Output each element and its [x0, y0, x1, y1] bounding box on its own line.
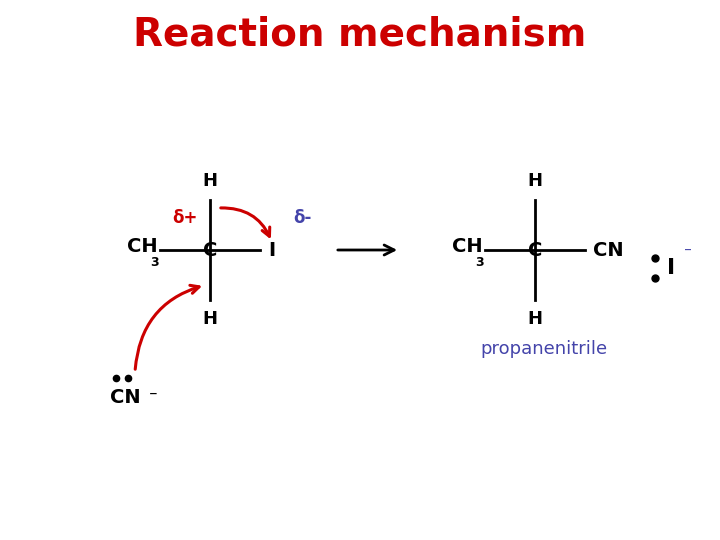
- Text: CN: CN: [593, 240, 624, 260]
- Text: H: H: [528, 310, 542, 328]
- Text: CH: CH: [452, 238, 483, 256]
- Text: ⁻: ⁻: [149, 388, 158, 406]
- Text: Reaction mechanism: Reaction mechanism: [133, 15, 587, 53]
- Text: H: H: [202, 172, 217, 190]
- Text: δ-: δ-: [293, 209, 311, 227]
- Text: I: I: [667, 258, 675, 278]
- Text: I: I: [268, 240, 275, 260]
- Text: CN: CN: [109, 388, 140, 407]
- Text: CH: CH: [127, 238, 158, 256]
- Text: 3: 3: [475, 255, 484, 268]
- Text: δ+: δ+: [172, 209, 198, 227]
- Text: H: H: [202, 310, 217, 328]
- Text: H: H: [528, 172, 542, 190]
- Text: C: C: [528, 240, 542, 260]
- Text: ⁻: ⁻: [684, 246, 692, 260]
- Text: C: C: [203, 240, 217, 260]
- Text: propanenitrile: propanenitrile: [480, 340, 607, 358]
- Text: 3: 3: [150, 255, 159, 268]
